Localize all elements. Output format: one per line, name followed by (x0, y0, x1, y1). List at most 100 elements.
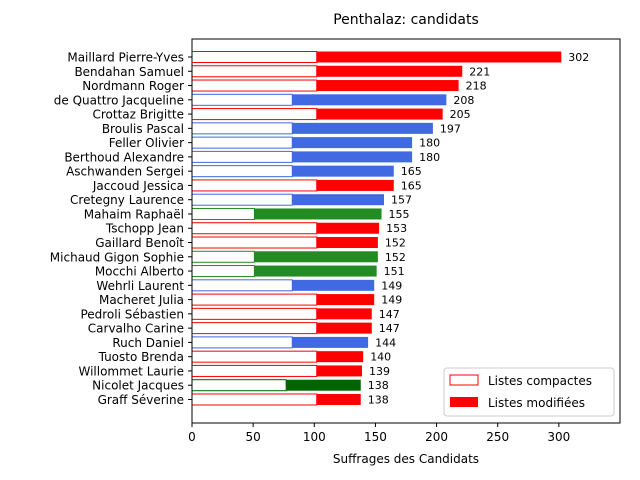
y-tick-label: de Quattro Jacqueline (54, 93, 184, 107)
value-label: 152 (385, 251, 406, 264)
y-tick-label: Willommet Laurie (78, 364, 184, 378)
value-label: 165 (401, 165, 422, 178)
bar-modifiees (316, 51, 562, 63)
legend-swatch-modifiees (450, 397, 478, 407)
y-tick-label: Maillard Pierre-Yves (67, 51, 184, 65)
bar-modifiees (316, 108, 443, 120)
y-tick-label: Gaillard Benoît (95, 236, 184, 250)
x-tick-label: 150 (364, 430, 387, 444)
bar-modifiees (316, 179, 394, 191)
bar-compactes (191, 393, 318, 406)
y-tick-label: Nicolet Jacques (92, 379, 184, 393)
bar-modifiees (316, 222, 380, 234)
y-tick-label: Ruch Daniel (112, 336, 184, 350)
bar-modifiees (316, 393, 361, 405)
bar-compactes (191, 51, 318, 63)
bar-compactes (191, 293, 318, 306)
bar-modifiees (292, 194, 384, 206)
bar-modifiees (286, 379, 361, 391)
value-label: 149 (381, 294, 402, 307)
value-label: 138 (368, 393, 389, 406)
value-label: 208 (453, 94, 474, 107)
value-label: 180 (419, 151, 440, 164)
legend-label-modifiees: Listes modifiées (488, 396, 585, 410)
bar-compactes (191, 236, 318, 249)
y-tick-label: Tschopp Jean (105, 222, 184, 236)
y-tick-label: Berthoud Alexandre (64, 150, 184, 164)
y-tick-label: Wehrli Laurent (96, 279, 184, 293)
bar-modifiees (316, 237, 378, 249)
bar-modifiees (292, 122, 433, 134)
bar-modifiees (292, 279, 375, 291)
chart-title: Penthalaz: candidats (333, 12, 479, 28)
bar-modifiees (254, 251, 378, 263)
plot-frame (191, 38, 621, 424)
value-label: 152 (385, 237, 406, 250)
value-label: 144 (375, 336, 396, 349)
y-tick-label: Cretegny Laurence (70, 193, 184, 207)
y-tick-label: Carvalho Carine (88, 322, 184, 336)
y-tick-label: Macheret Julia (99, 293, 184, 307)
legend-frame (443, 367, 615, 417)
y-tick-label: Nordmann Roger (82, 79, 184, 93)
x-tick-label: 0 (188, 430, 196, 444)
value-label: 153 (386, 222, 407, 235)
bar-modifiees (316, 351, 364, 363)
value-label: 151 (384, 265, 405, 278)
value-label: 221 (469, 65, 490, 78)
value-label: 147 (379, 322, 400, 335)
bar-modifiees (292, 165, 394, 177)
bar-compactes (191, 322, 318, 335)
x-tick-label: 200 (425, 430, 448, 444)
bar-modifiees (292, 151, 413, 163)
bar-compactes (191, 93, 293, 106)
value-label: 140 (370, 351, 391, 364)
x-tick-label: 250 (486, 430, 509, 444)
y-tick-label: Bendahan Samuel (74, 65, 184, 79)
x-axis-ticks: 0 50 100 150 200 250 300 (188, 423, 570, 444)
bar-compactes (191, 250, 255, 263)
y-tick-label: Graff Séverine (98, 393, 184, 407)
value-labels: 3022212182082051971801801651651571551531… (368, 51, 590, 406)
bar-compactes (191, 279, 293, 292)
bar-compactes (191, 379, 287, 392)
x-tick-label: 50 (246, 430, 261, 444)
bar-modifiees (316, 365, 362, 377)
bar-compactes (191, 165, 293, 178)
value-label: 218 (466, 80, 487, 93)
bar-compactes (191, 150, 293, 163)
x-tick-label: 100 (303, 430, 326, 444)
bar-compactes (191, 65, 318, 78)
y-tick-label: Crottaz Brigitte (92, 108, 184, 122)
bar-modifiees (292, 336, 369, 348)
bar-modifiees (316, 308, 372, 320)
value-label: 157 (391, 194, 412, 207)
bar-modifiees (316, 294, 375, 306)
bar-compactes (191, 222, 318, 235)
bar-compactes (191, 108, 318, 121)
x-tick-label: 300 (547, 430, 570, 444)
value-label: 149 (381, 279, 402, 292)
value-label: 302 (568, 51, 589, 64)
bar-modifiees (316, 65, 463, 77)
bars-group (191, 51, 562, 406)
bar-compactes (191, 79, 318, 92)
y-tick-label: Michaud Gigon Sophie (50, 250, 184, 264)
legend-label-compactes: Listes compactes (488, 374, 592, 388)
value-label: 139 (369, 365, 390, 378)
value-label: 155 (389, 208, 410, 221)
y-tick-label: Jaccoud Jessica (92, 179, 184, 193)
bar-modifiees (316, 322, 372, 334)
value-label: 147 (379, 308, 400, 321)
bar-modifiees (292, 94, 447, 106)
bar-compactes (191, 350, 318, 363)
bar-compactes (191, 307, 318, 320)
x-axis-label: Suffrages des Candidats (333, 452, 479, 466)
bar-modifiees (292, 137, 413, 149)
value-label: 165 (401, 179, 422, 192)
y-tick-label: Pedroli Sébastien (80, 307, 184, 321)
bar-compactes (191, 179, 318, 192)
bar-compactes (191, 193, 293, 206)
